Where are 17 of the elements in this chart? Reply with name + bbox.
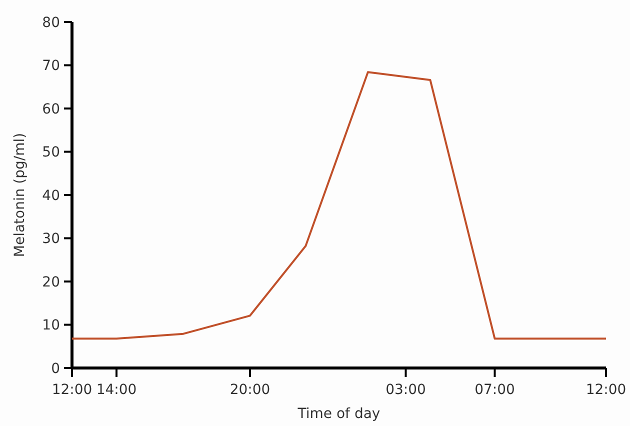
- x-tick-label: 07:00: [474, 382, 515, 398]
- y-tick-label: 20: [42, 274, 60, 290]
- x-tick-label: 14:00: [96, 382, 137, 398]
- y-axis-title: Melatonin (pg/ml): [12, 132, 28, 258]
- y-tick-label: 40: [42, 188, 60, 204]
- x-axis-title: Time of day: [296, 406, 380, 422]
- y-tick-label: 50: [42, 144, 60, 161]
- y-tick-label: 70: [42, 58, 60, 74]
- x-tick-label: 12:00: [52, 382, 92, 398]
- x-tick-label: 12:00: [586, 382, 626, 398]
- y-tick-label: 0: [51, 360, 60, 377]
- x-tick-label: 20:00: [230, 382, 270, 398]
- x-tick-label: 03:00: [386, 382, 426, 398]
- y-tick-label: 80: [42, 14, 60, 31]
- y-tick-label: 30: [42, 231, 60, 248]
- y-tick-label: 10: [42, 318, 60, 334]
- y-tick-label: 60: [42, 101, 60, 118]
